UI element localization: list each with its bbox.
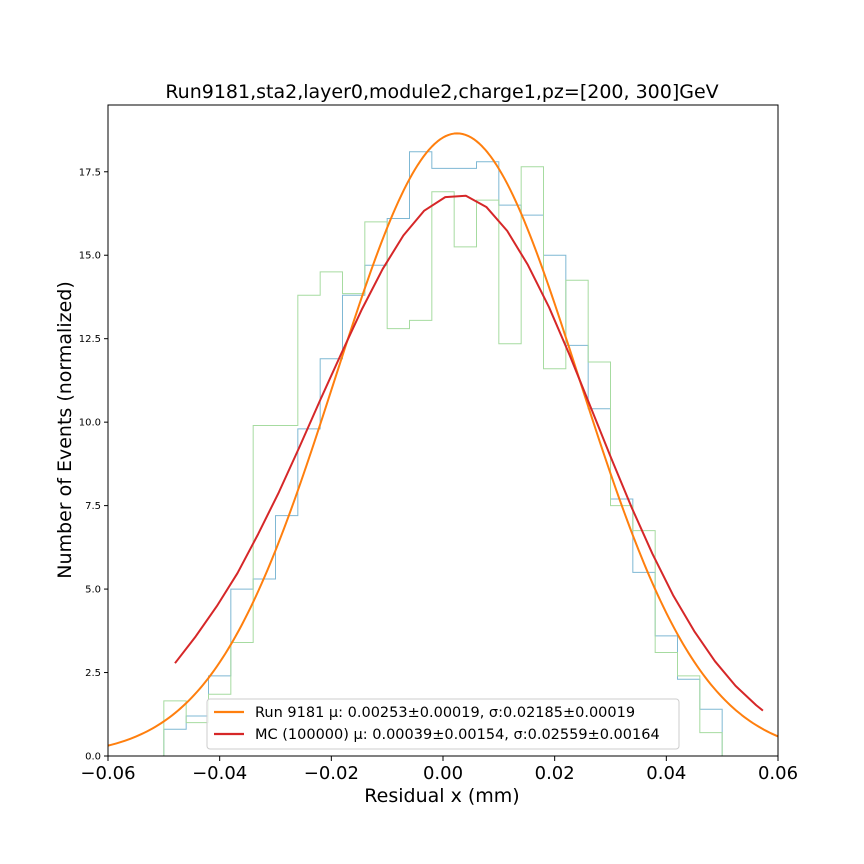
y-tick-label: 5.0 xyxy=(85,585,101,596)
x-tick-label: 0.04 xyxy=(646,763,686,784)
histogram-layer xyxy=(163,151,723,756)
plot-area xyxy=(107,132,779,756)
x-tick-label: −0.06 xyxy=(80,763,135,784)
x-axis: −0.06 −0.04 −0.02 0.00 0.02 0.04 0.06 xyxy=(80,756,798,784)
y-tick-label: 12.5 xyxy=(79,334,101,345)
legend: Run 9181 μ: 0.00253±0.00019, σ:0.02185±0… xyxy=(206,698,680,750)
x-axis-label: Residual x (mm) xyxy=(364,785,519,807)
histogram-1 xyxy=(163,166,723,756)
x-tick-label: 0.06 xyxy=(758,763,798,784)
y-tick-label: 10.0 xyxy=(79,418,101,429)
y-tick-label: 2.5 xyxy=(85,668,101,679)
legend-box xyxy=(206,698,680,750)
fit-curve-0 xyxy=(107,132,779,747)
legend-label-data-fit: Run 9181 μ: 0.00253±0.00019, σ:0.02185±0… xyxy=(255,705,635,721)
y-tick-label: 17.5 xyxy=(79,167,101,178)
legend-label-mc-fit: MC (100000) μ: 0.00039±0.00154, σ:0.0255… xyxy=(255,727,660,743)
y-axis: 0.0 2.5 5.0 7.5 10.0 12.5 15.0 17.5 xyxy=(79,167,108,763)
fit-curve-1 xyxy=(174,194,764,712)
x-tick-label: 0.02 xyxy=(535,763,575,784)
y-axis-label: Number of Events (normalized) xyxy=(54,281,76,579)
fit-curves-layer xyxy=(107,132,779,747)
y-tick-label: 7.5 xyxy=(85,501,101,512)
chart-title: Run9181,sta2,layer0,module2,charge1,pz=[… xyxy=(165,81,718,103)
y-tick-label: 15.0 xyxy=(79,251,101,262)
x-tick-label: 0.00 xyxy=(423,763,463,784)
y-tick-label: 0.0 xyxy=(85,752,101,763)
x-tick-label: −0.04 xyxy=(192,763,247,784)
x-tick-label: −0.02 xyxy=(304,763,359,784)
